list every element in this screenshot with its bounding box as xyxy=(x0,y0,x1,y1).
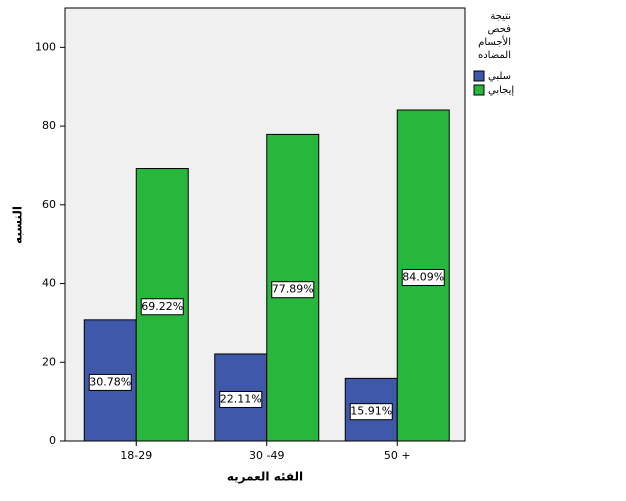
y-tick-label: 60 xyxy=(42,198,56,211)
value-label-box xyxy=(88,373,132,391)
value-label-box xyxy=(401,268,445,286)
y-tick-label: 80 xyxy=(42,119,56,132)
legend-title: فحص xyxy=(488,24,512,35)
value-label-box xyxy=(219,390,263,408)
value-label: 30.78% xyxy=(89,375,131,388)
value-label-box xyxy=(349,403,393,421)
y-tick-label: 20 xyxy=(42,355,56,368)
legend-swatch xyxy=(473,70,485,82)
value-label: 22.11% xyxy=(220,392,262,405)
value-label: 69.22% xyxy=(141,300,183,313)
legend-title: المضاده xyxy=(478,50,511,61)
value-label-box xyxy=(140,298,184,316)
x-tick-label: 30 -49 xyxy=(249,449,284,462)
value-label: 15.91% xyxy=(350,405,392,418)
legend-label: سلبي xyxy=(488,71,511,82)
y-tick-label: 100 xyxy=(35,40,56,53)
legend-swatch xyxy=(473,84,485,96)
legend-label: إيجابي xyxy=(488,85,514,96)
y-tick-label: 0 xyxy=(49,434,56,447)
value-label: 77.89% xyxy=(272,283,314,296)
y-axis-label: النسبه xyxy=(11,206,25,244)
legend-title: نتيجة xyxy=(490,11,511,22)
value-label-box xyxy=(271,281,315,299)
value-label: 84.09% xyxy=(402,270,444,283)
x-tick-label: 50 + xyxy=(384,449,411,462)
y-tick-label: 40 xyxy=(42,277,56,290)
legend-title: الأجسام xyxy=(478,35,511,48)
x-tick-label: 18-29 xyxy=(120,449,152,462)
x-axis-label: الفئه العمريه xyxy=(227,470,303,484)
